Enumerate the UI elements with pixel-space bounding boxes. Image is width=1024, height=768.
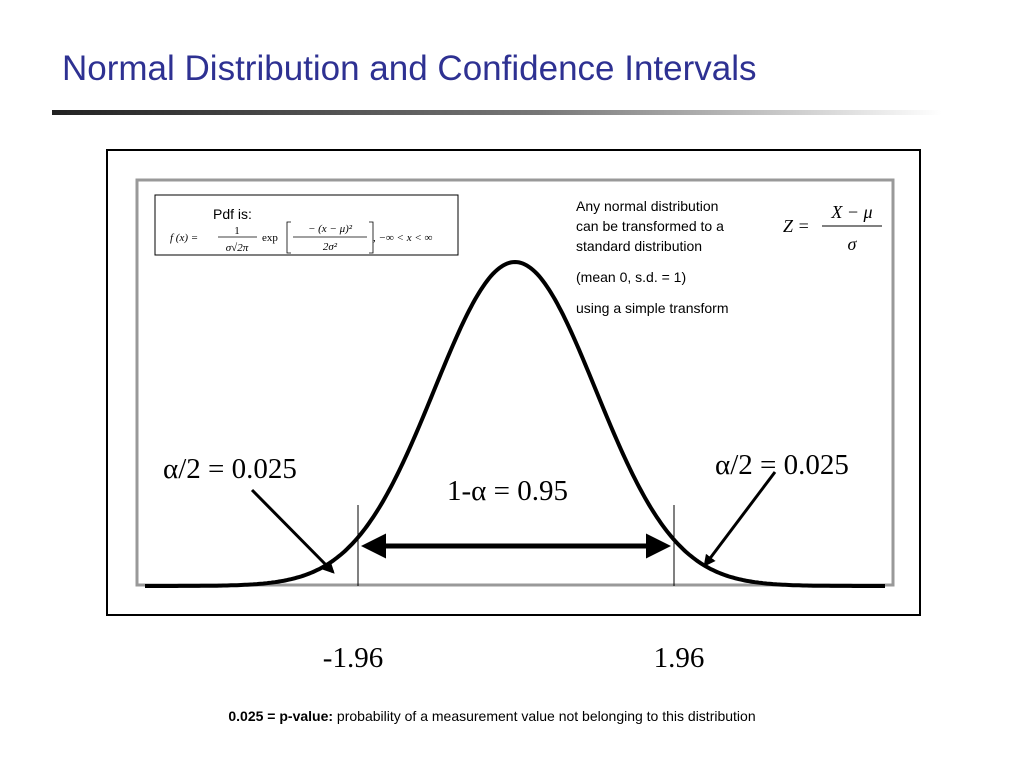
note-line: Any normal distribution — [576, 198, 718, 214]
footnote-term: 0.025 = p-value: — [228, 708, 333, 724]
pdf-box — [154, 194, 459, 256]
normal-curve — [145, 259, 885, 588]
note-line: can be transformed to a — [576, 218, 724, 234]
tail-arrow — [250, 488, 335, 574]
outer-frame — [106, 149, 921, 616]
footnote: 0.025 = p-value: probability of a measur… — [228, 708, 755, 724]
formula-part: 1 — [234, 225, 240, 237]
formula-part: − (x − μ)² — [308, 223, 353, 235]
left-tail-label: α/2 = 0.025 — [163, 453, 297, 485]
critical-value: 1.96 — [654, 642, 705, 674]
bracket — [286, 221, 374, 254]
formula-part: , −∞ < x < ∞ — [373, 232, 432, 244]
formula-part: σ√2π — [226, 242, 249, 254]
right-tail-label: α/2 = 0.025 — [715, 449, 849, 481]
z-denominator: σ — [848, 234, 858, 254]
formula-part: 2σ² — [323, 241, 338, 253]
critical-value: -1.96 — [323, 642, 383, 674]
z-lhs: Z = — [783, 216, 810, 236]
center-label: 1-α = 0.95 — [447, 475, 568, 507]
title-rule — [52, 110, 942, 115]
note-line: using a simple transform — [576, 300, 729, 316]
z-numerator: X − μ — [830, 202, 872, 222]
footnote-definition: probability of a measurement value not b… — [337, 708, 756, 724]
formula-part: exp — [262, 232, 278, 244]
title: Normal Distribution and Confidence Inter… — [62, 49, 757, 88]
tail-arrow — [703, 471, 777, 567]
note-line: standard distribution — [576, 238, 702, 254]
note-line: (mean 0, s.d. = 1) — [576, 269, 686, 285]
inner-frame — [135, 178, 895, 587]
formula-part: f (x) = — [170, 232, 198, 244]
pdf-label: Pdf is: — [213, 206, 252, 222]
